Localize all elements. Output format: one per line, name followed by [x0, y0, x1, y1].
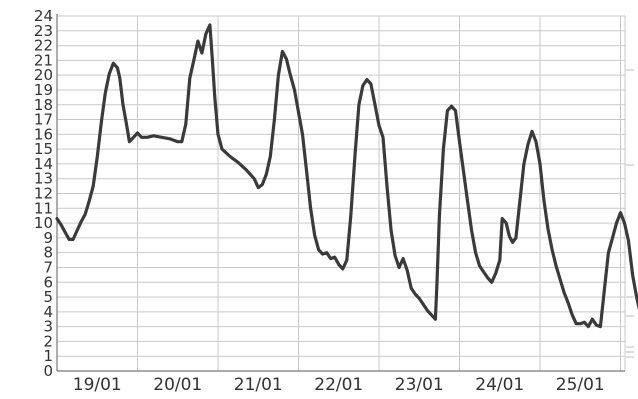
- y-tick-label: 6: [43, 273, 53, 291]
- y-tick-label: 22: [34, 37, 53, 55]
- y-tick-label: 11: [34, 199, 53, 217]
- y-tick-label: 23: [34, 22, 53, 40]
- x-tick-label: 19/01: [73, 375, 122, 395]
- x-tick-label: 23/01: [395, 375, 444, 395]
- y-tick-label: 14: [34, 155, 53, 173]
- y-tick-label: 19: [34, 81, 53, 99]
- x-tick-label: 24/01: [475, 375, 524, 395]
- grid: [56, 15, 626, 372]
- y-tick-label: 7: [43, 258, 53, 276]
- series-line: [55, 23, 638, 329]
- y-tick-label: 15: [34, 140, 53, 158]
- axes: [56, 14, 625, 372]
- right-edge-marks: [626, 69, 634, 358]
- x-axis-tick-labels: 19/01 20/01 21/01 22/01 23/01 24/01 25/01: [73, 375, 605, 395]
- y-tick-label: 4: [43, 303, 53, 321]
- x-tick-label: 25/01: [556, 375, 605, 395]
- x-tick-label: 20/01: [153, 375, 202, 395]
- y-tick-label: 0: [43, 362, 53, 380]
- y-tick-label: 13: [34, 170, 53, 188]
- y-tick-label: 18: [34, 96, 53, 114]
- y-tick-label: 20: [34, 66, 53, 84]
- y-tick-label: 2: [43, 332, 53, 350]
- x-tick-label: 21/01: [234, 375, 283, 395]
- series-group: [55, 23, 638, 329]
- y-tick-label: 16: [34, 125, 53, 143]
- y-tick-label: 12: [34, 185, 53, 203]
- y-tick-label: 5: [43, 288, 53, 306]
- y-tick-label: 17: [34, 111, 53, 129]
- y-tick-label: 8: [43, 244, 53, 262]
- x-tick-label: 22/01: [314, 375, 363, 395]
- y-tick-label: 21: [34, 51, 53, 69]
- y-tick-label: 9: [43, 229, 53, 247]
- y-tick-label: 10: [34, 214, 53, 232]
- y-tick-label: 3: [43, 318, 53, 336]
- y-tick-label: 24: [34, 7, 53, 25]
- y-tick-label: 1: [43, 347, 53, 365]
